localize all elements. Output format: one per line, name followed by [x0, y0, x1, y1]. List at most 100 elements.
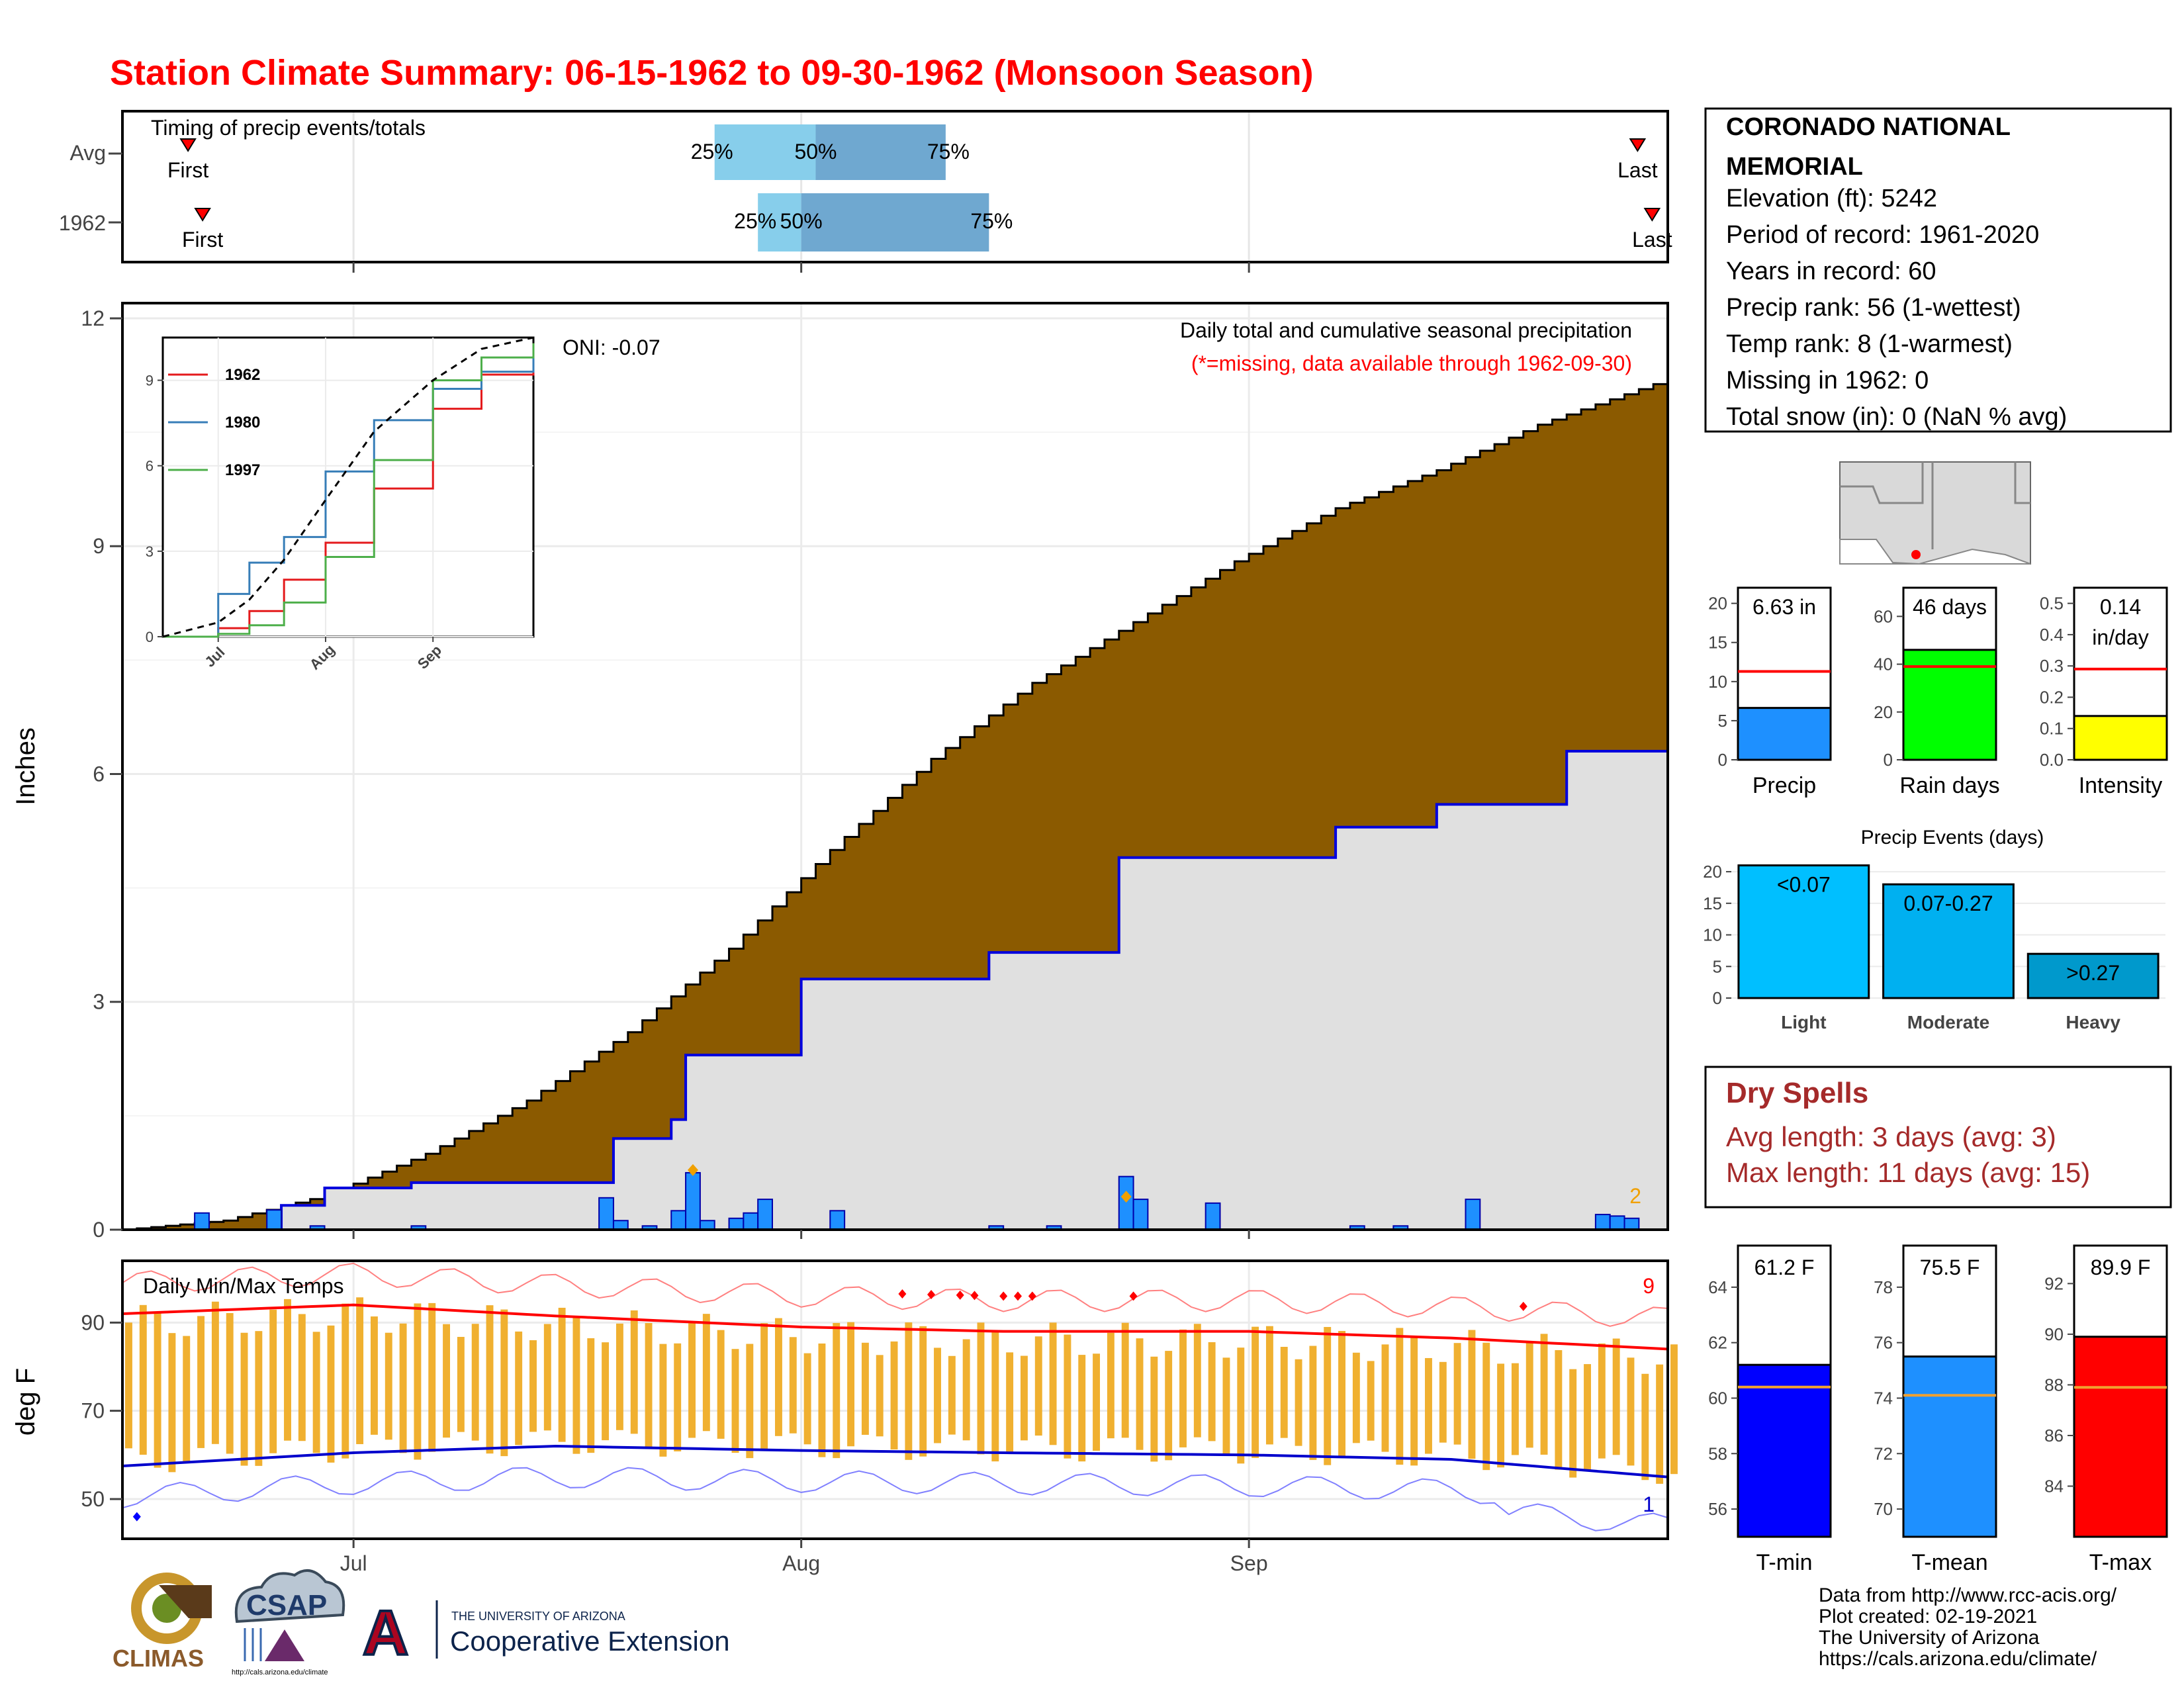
station-info-line: Years in record: 60 — [1726, 257, 1936, 285]
precip-panel: 0 3 6 9 12 Inches Daily total and cumulative… — [11, 302, 1669, 1242]
daily-temp-range-bar — [962, 1339, 970, 1441]
temp-bar-value-label: 75.5 F — [1920, 1256, 1980, 1279]
dry-spells: Dry Spells Avg length: 3 days (avg: 3) M… — [1704, 1066, 2172, 1209]
daily-temp-range-bar — [1093, 1353, 1101, 1451]
inset-series-line — [163, 343, 535, 638]
page-title: Station Climate Summary: 06-15-1962 to 0… — [110, 53, 1314, 93]
ua-a-icon: A — [363, 1598, 408, 1668]
daily-temp-range-bar — [312, 1332, 320, 1453]
mini-bar-value — [1737, 707, 1832, 761]
daily-temp-range-bar — [414, 1303, 422, 1460]
precip-ytick: 9 — [93, 534, 105, 558]
temp-bar-value-label: 89.9 F — [2091, 1256, 2151, 1279]
daily-temp-range-bar — [1569, 1369, 1577, 1478]
station-info-line: Precip rank: 56 (1-wettest) — [1726, 294, 2021, 322]
daily-temp-range-bar — [370, 1316, 378, 1435]
first-event-marker — [194, 208, 211, 222]
daily-temp-range-bar — [1453, 1343, 1461, 1445]
inset-avg-line — [162, 336, 534, 638]
temp-bar-value — [1902, 1355, 1997, 1538]
timing-panel: Timing of precip events/totals Avg 1962 … — [59, 110, 1672, 273]
station-name-line1: CORONADO NATIONAL — [1726, 113, 2011, 141]
daily-temp-range-bar — [1265, 1326, 1273, 1445]
record-high-marker — [999, 1291, 1008, 1301]
temp-bar-category: T-max — [2089, 1550, 2152, 1575]
inset-legend-label: 1980 — [225, 414, 260, 432]
precip-events: Precip Events (days) 0 5 10 15 20 <0.07 Light 0… — [1703, 827, 2165, 1032]
inset-series-line — [163, 343, 535, 638]
daily-temp-range-bar — [659, 1344, 667, 1457]
daily-temp-range-bar — [154, 1312, 161, 1468]
record-high-marker — [927, 1289, 936, 1299]
daily-temp-range-bar — [1136, 1338, 1144, 1450]
daily-temp-range-bar — [471, 1324, 479, 1441]
daily-temp-range-bar — [760, 1323, 768, 1449]
record-high-marker — [1013, 1291, 1022, 1301]
daily-precip-bar — [194, 1212, 210, 1231]
daily-temp-range-bar — [240, 1332, 248, 1466]
daily-precip-bar — [670, 1210, 687, 1231]
mini-bar-ytick: 10 — [1708, 672, 1727, 692]
temp-ytick: 70 — [81, 1399, 105, 1423]
daily-temp-range-bar — [457, 1336, 465, 1432]
inset-legend-label: 1997 — [225, 461, 260, 479]
season-totals-bars: 0 5 10 15 20 6.63 in Precip 0 20 40 60 46 days Rain … — [1708, 586, 2168, 798]
temp-bar-ytick: 86 — [2044, 1426, 2064, 1445]
daily-temp-range-bar — [529, 1340, 537, 1432]
mini-bar-value-label: 6.63 in — [1752, 595, 1816, 619]
event-bar-category: Heavy — [2066, 1012, 2120, 1032]
inset-ytick: 3 — [146, 543, 154, 560]
daily-temp-range-bar — [1540, 1334, 1548, 1455]
credit-line-2: Plot created: 02-19-2021 — [1819, 1606, 2037, 1627]
daily-temp-range-bar — [1468, 1330, 1476, 1459]
temp-panel: Daily Min/Max Temps deg F 9 1 50 70 90 Jul A… — [11, 1259, 1678, 1575]
temp-bar-ytick: 76 — [1874, 1333, 1893, 1353]
daily-temp-range-bar — [1367, 1361, 1375, 1441]
events-title: Precip Events (days) — [1861, 827, 2044, 848]
record-marker — [687, 1164, 698, 1176]
mini-bar-ytick: 0.0 — [2040, 750, 2064, 770]
daily-temp-range-bar — [645, 1323, 653, 1448]
temp-bar-ytick: 58 — [1708, 1443, 1727, 1463]
logo-university-of-arizona: A THE UNIVERSITY OF ARIZONA Cooperative … — [361, 1596, 730, 1670]
mini-bar-ytick: 5 — [1718, 711, 1727, 731]
daily-precip-bar — [685, 1171, 701, 1231]
daily-temp-range-bar — [1006, 1352, 1014, 1454]
record-high-marker — [970, 1291, 979, 1301]
timing-1962-name: 1962 — [59, 211, 106, 235]
daily-temp-range-bar — [702, 1314, 710, 1432]
events-ytick: 20 — [1703, 862, 1722, 882]
precip-note2: (*=missing, data available through 1962-… — [1191, 351, 1632, 375]
tmin-average-line — [122, 1444, 1668, 1479]
temp-xtick: Aug — [782, 1551, 820, 1575]
timing-q75-label: 75% — [927, 140, 970, 163]
daily-temp-range-bar — [125, 1322, 132, 1449]
timing-q25-label: 25% — [734, 209, 776, 233]
daily-temp-range-bar — [948, 1355, 956, 1435]
mini-bar-value-label: 0.14 — [2100, 595, 2141, 619]
record-high-marker — [898, 1289, 907, 1299]
inset-ytick: 0 — [146, 629, 154, 645]
daily-temp-range-bar — [284, 1299, 291, 1441]
daily-temp-range-bar — [443, 1324, 451, 1438]
precip-ylabel: Inches — [11, 727, 40, 805]
daily-temp-range-bar — [1309, 1346, 1317, 1460]
temp-bar-ytick: 72 — [1874, 1443, 1893, 1463]
mini-bar-ytick: 15 — [1708, 633, 1727, 653]
daily-precip-bar — [1594, 1214, 1611, 1231]
daily-temp-range-bar — [1598, 1343, 1606, 1459]
daily-temp-range-bar — [183, 1336, 191, 1463]
event-bar-category: Light — [1781, 1012, 1826, 1032]
daily-temp-range-bar — [1165, 1351, 1173, 1461]
credit-line-4: https://cals.arizona.edu/climate/ — [1819, 1648, 2097, 1670]
last-event-label: Last — [1617, 158, 1658, 182]
daily-temp-range-bar — [861, 1342, 869, 1435]
mini-bar-ytick: 40 — [1874, 655, 1893, 674]
mini-bar-ytick: 20 — [1708, 594, 1727, 614]
daily-temp-range-bar — [226, 1312, 234, 1454]
daily-temp-range-bar — [1208, 1342, 1216, 1441]
mini-bar-ytick: 20 — [1874, 702, 1893, 722]
csap-wordmark: CSAP — [246, 1589, 327, 1622]
